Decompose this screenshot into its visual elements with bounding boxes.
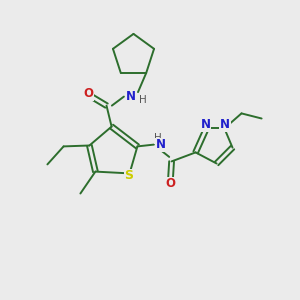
Text: N: N (155, 138, 166, 151)
Text: N: N (220, 118, 230, 131)
Text: H: H (154, 133, 162, 143)
Text: N: N (201, 118, 211, 131)
Text: O: O (165, 177, 176, 190)
Text: N: N (125, 90, 136, 103)
Text: H: H (139, 94, 147, 105)
Text: O: O (83, 87, 94, 100)
Text: S: S (124, 169, 134, 182)
